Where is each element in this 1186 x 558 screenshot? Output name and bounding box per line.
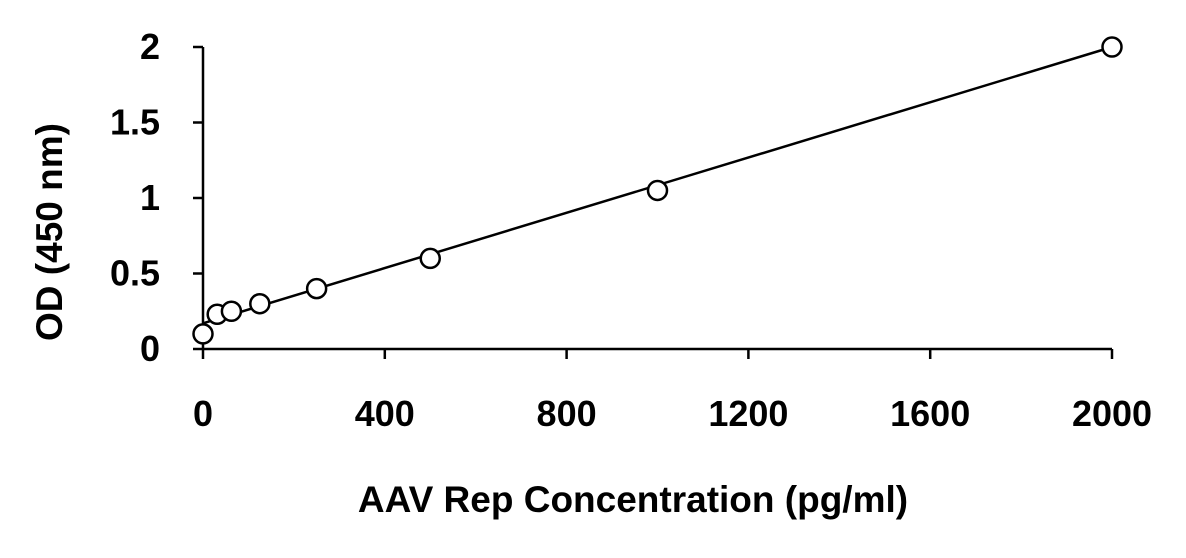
data-points xyxy=(192,36,1123,345)
data-point xyxy=(305,277,328,300)
data-point xyxy=(192,323,214,345)
y-tick-label: 2 xyxy=(140,26,160,67)
y-axis-title: OD (450 nm) xyxy=(29,123,70,341)
y-tick-label: 0.5 xyxy=(110,253,160,294)
x-tick-label: 0 xyxy=(193,393,213,434)
x-tick-label: 800 xyxy=(537,393,597,434)
data-point xyxy=(646,179,669,202)
x-axis-ticks: 0 400 800 1200 1600 2000 xyxy=(193,349,1152,434)
y-tick-label: 1.5 xyxy=(110,102,160,143)
y-tick-label: 0 xyxy=(140,328,160,369)
x-tick-label: 1200 xyxy=(708,393,788,434)
x-tick-label: 400 xyxy=(355,393,415,434)
y-tick-label: 1 xyxy=(140,177,160,218)
data-point xyxy=(1101,36,1123,58)
data-point xyxy=(220,300,243,322)
data-point xyxy=(419,247,441,270)
data-point xyxy=(249,292,271,315)
x-tick-label: 1600 xyxy=(890,393,970,434)
y-axis-ticks: 0 0.5 1 1.5 2 xyxy=(110,26,203,369)
x-tick-label: 2000 xyxy=(1072,393,1152,434)
x-axis-title: AAV Rep Concentration (pg/ml) xyxy=(358,479,908,520)
